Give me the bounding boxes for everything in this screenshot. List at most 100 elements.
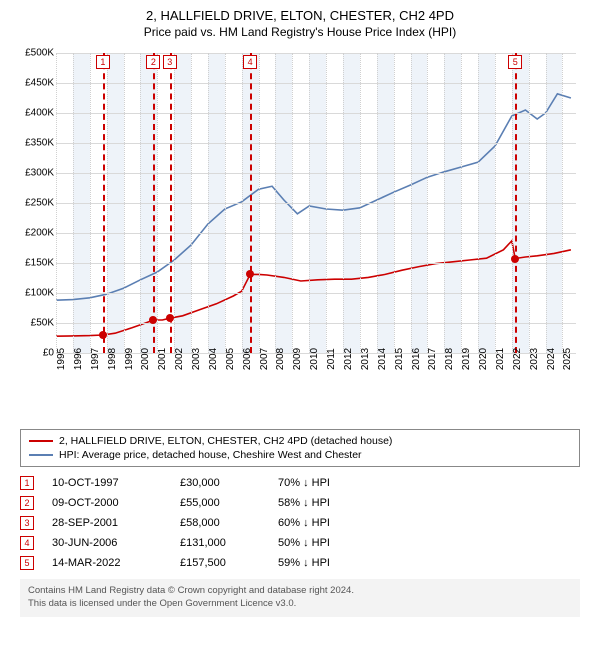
gridline-v bbox=[343, 53, 344, 353]
gridline-h bbox=[56, 113, 576, 114]
x-axis-label: 2005 bbox=[225, 348, 236, 370]
event-date: 30-JUN-2006 bbox=[52, 537, 162, 549]
gridline-h bbox=[56, 293, 576, 294]
gridline-h bbox=[56, 233, 576, 234]
x-axis-label: 2019 bbox=[461, 348, 472, 370]
event-point-marker bbox=[166, 314, 174, 322]
gridline-v bbox=[444, 53, 445, 353]
x-axis-label: 2009 bbox=[292, 348, 303, 370]
x-axis-label: 1998 bbox=[107, 348, 118, 370]
x-axis-label: 2003 bbox=[191, 348, 202, 370]
x-axis-label: 2000 bbox=[140, 348, 151, 370]
event-price: £30,000 bbox=[180, 477, 260, 489]
gridline-v bbox=[411, 53, 412, 353]
event-marker-box: 5 bbox=[508, 55, 522, 69]
gridline-h bbox=[56, 83, 576, 84]
gridline-v bbox=[56, 53, 57, 353]
x-axis-label: 1999 bbox=[124, 348, 135, 370]
gridline-h bbox=[56, 203, 576, 204]
chart-container: 2, HALLFIELD DRIVE, ELTON, CHESTER, CH2 … bbox=[0, 0, 600, 625]
event-pct: 50% ↓ HPI bbox=[278, 537, 378, 549]
legend-item: HPI: Average price, detached house, Ches… bbox=[29, 448, 571, 462]
gridline-v bbox=[157, 53, 158, 353]
y-axis-label: £200K bbox=[10, 228, 54, 239]
chart-subtitle: Price paid vs. HM Land Registry's House … bbox=[10, 25, 590, 39]
event-point-marker bbox=[246, 270, 254, 278]
x-axis-label: 2011 bbox=[326, 348, 337, 370]
footer-line-2: This data is licensed under the Open Gov… bbox=[28, 598, 572, 611]
x-axis-label: 2022 bbox=[512, 348, 523, 370]
x-axis-label: 2001 bbox=[157, 348, 168, 370]
legend-label: HPI: Average price, detached house, Ches… bbox=[59, 449, 362, 461]
event-number-box: 2 bbox=[20, 496, 34, 510]
gridline-v bbox=[191, 53, 192, 353]
y-axis-label: £250K bbox=[10, 198, 54, 209]
event-marker-box: 1 bbox=[96, 55, 110, 69]
x-axis-label: 2004 bbox=[208, 348, 219, 370]
x-axis-label: 2021 bbox=[495, 348, 506, 370]
gridline-v bbox=[292, 53, 293, 353]
event-row: 110-OCT-1997£30,00070% ↓ HPI bbox=[20, 473, 580, 493]
x-axis-label: 2014 bbox=[377, 348, 388, 370]
gridline-v bbox=[259, 53, 260, 353]
gridline-v bbox=[73, 53, 74, 353]
x-axis-label: 2002 bbox=[174, 348, 185, 370]
event-number-box: 4 bbox=[20, 536, 34, 550]
event-number-box: 3 bbox=[20, 516, 34, 530]
event-price: £131,000 bbox=[180, 537, 260, 549]
event-pct: 60% ↓ HPI bbox=[278, 517, 378, 529]
event-dash bbox=[515, 53, 517, 353]
y-axis-label: £0 bbox=[10, 348, 54, 359]
gridline-v bbox=[478, 53, 479, 353]
gridline-v bbox=[107, 53, 108, 353]
gridline-v bbox=[225, 53, 226, 353]
event-number-box: 5 bbox=[20, 556, 34, 570]
x-axis-label: 2024 bbox=[546, 348, 557, 370]
gridline-v bbox=[124, 53, 125, 353]
gridline-h bbox=[56, 323, 576, 324]
event-row: 328-SEP-2001£58,00060% ↓ HPI bbox=[20, 513, 580, 533]
gridline-v bbox=[326, 53, 327, 353]
plot-area: 12345 bbox=[56, 53, 576, 353]
gridline-v bbox=[242, 53, 243, 353]
event-point-marker bbox=[99, 331, 107, 339]
gridline-v bbox=[275, 53, 276, 353]
event-row: 209-OCT-2000£55,00058% ↓ HPI bbox=[20, 493, 580, 513]
event-price: £58,000 bbox=[180, 517, 260, 529]
gridline-v bbox=[208, 53, 209, 353]
y-axis-label: £150K bbox=[10, 258, 54, 269]
x-axis-label: 2015 bbox=[394, 348, 405, 370]
gridline-v bbox=[546, 53, 547, 353]
gridline-v bbox=[377, 53, 378, 353]
event-pct: 70% ↓ HPI bbox=[278, 477, 378, 489]
event-dash bbox=[250, 53, 252, 353]
x-axis-label: 2020 bbox=[478, 348, 489, 370]
y-axis-label: £100K bbox=[10, 288, 54, 299]
x-axis-label: 2010 bbox=[309, 348, 320, 370]
gridline-v bbox=[174, 53, 175, 353]
event-point-marker bbox=[511, 255, 519, 263]
gridline-v bbox=[495, 53, 496, 353]
event-date: 14-MAR-2022 bbox=[52, 557, 162, 569]
x-axis-label: 2018 bbox=[444, 348, 455, 370]
y-axis-label: £400K bbox=[10, 108, 54, 119]
gridline-v bbox=[394, 53, 395, 353]
x-axis-label: 2025 bbox=[562, 348, 573, 370]
chart-title: 2, HALLFIELD DRIVE, ELTON, CHESTER, CH2 … bbox=[10, 8, 590, 23]
gridline-v bbox=[427, 53, 428, 353]
event-dash bbox=[153, 53, 155, 353]
footer-line-1: Contains HM Land Registry data © Crown c… bbox=[28, 585, 572, 598]
series-line-hpi bbox=[56, 94, 571, 300]
x-axis-label: 1995 bbox=[56, 348, 67, 370]
event-dash bbox=[103, 53, 105, 353]
legend-swatch bbox=[29, 454, 53, 456]
event-row: 4 30-JUN-2006 £131,000 50% ↓ HPI bbox=[20, 533, 580, 553]
gridline-v bbox=[512, 53, 513, 353]
event-marker-box: 4 bbox=[243, 55, 257, 69]
events-table: 110-OCT-1997£30,00070% ↓ HPI209-OCT-2000… bbox=[20, 473, 580, 573]
event-dash bbox=[170, 53, 172, 353]
x-axis-label: 2013 bbox=[360, 348, 371, 370]
y-axis-label: £450K bbox=[10, 78, 54, 89]
event-point-marker bbox=[149, 316, 157, 324]
y-axis-label: £300K bbox=[10, 168, 54, 179]
